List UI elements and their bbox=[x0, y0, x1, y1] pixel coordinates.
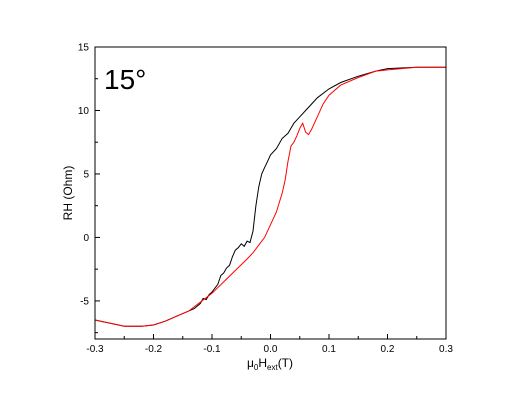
x-label-unit: (T) bbox=[278, 356, 293, 370]
x-tick-label: 0.2 bbox=[381, 344, 395, 355]
x-ticks: -0.3 -0.2 -0.1 0.0 0.1 0.2 0.3 bbox=[86, 334, 453, 355]
x-label-sub-0: 0 bbox=[254, 363, 259, 372]
x-label-h: H bbox=[258, 356, 267, 370]
x-tick-label: 0.3 bbox=[439, 344, 453, 355]
x-tick-label: -0.2 bbox=[145, 344, 163, 355]
y-tick-label: 5 bbox=[83, 169, 89, 180]
y-tick-label: 10 bbox=[78, 106, 90, 117]
series-line-red bbox=[94, 66, 446, 327]
x-tick-label: -0.3 bbox=[86, 344, 104, 355]
x-tick-label: -0.1 bbox=[203, 344, 221, 355]
x-label-mu: μ bbox=[247, 356, 254, 370]
y-axis-label: RH (Ohm) bbox=[61, 166, 75, 221]
x-label-sub-ext: ext bbox=[267, 363, 278, 372]
y-ticks: -5 0 5 10 15 bbox=[78, 43, 100, 334]
y-tick-label: 15 bbox=[78, 43, 90, 54]
series-line-black bbox=[94, 66, 446, 327]
series-layer bbox=[94, 66, 446, 327]
y-tick-label: -5 bbox=[80, 296, 89, 307]
x-axis-label: μ0Hext(T) bbox=[247, 356, 293, 372]
y-tick-label: 0 bbox=[83, 233, 89, 244]
x-tick-label: 0.0 bbox=[264, 344, 278, 355]
angle-annotation: 15° bbox=[104, 64, 146, 95]
x-tick-label: 0.1 bbox=[322, 344, 336, 355]
